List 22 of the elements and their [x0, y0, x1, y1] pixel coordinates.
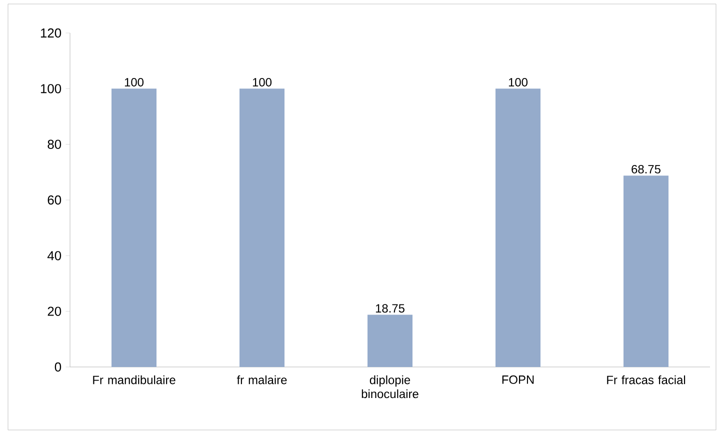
- x-tick-label: FOPN: [502, 375, 534, 384]
- bar: [240, 88, 285, 367]
- x-tick-label: Fr fracas facial: [607, 375, 686, 384]
- data-label: 100: [508, 78, 528, 86]
- y-tick-label: 80: [48, 140, 62, 149]
- bar: [624, 176, 669, 367]
- y-tick-label: 20: [48, 306, 62, 316]
- bar: [368, 314, 413, 367]
- bar: [496, 88, 541, 367]
- y-tick-label: 100: [40, 84, 62, 94]
- data-label: 68.75: [632, 164, 660, 174]
- data-label: 18.75: [376, 304, 404, 313]
- y-tick-label: 40: [47, 251, 62, 260]
- data-label: 100: [124, 78, 144, 86]
- y-tick-label: 60: [48, 195, 62, 205]
- x-tick-label: Fr mandibulaire: [93, 375, 176, 384]
- x-tick-label: fr malaire: [236, 375, 287, 384]
- bar: [112, 88, 157, 367]
- y-tick-label: 120: [40, 28, 62, 38]
- x-tick-label: diplopie binoculaire: [362, 375, 418, 398]
- data-label: 100: [252, 78, 272, 86]
- y-tick-label: 0: [54, 362, 62, 372]
